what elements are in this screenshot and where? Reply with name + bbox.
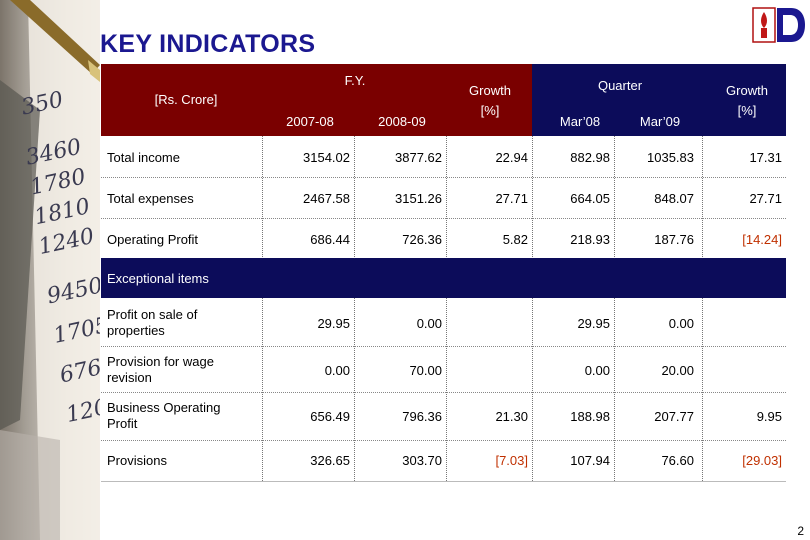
cell-fy0809: 70.00 (409, 363, 442, 378)
decorative-photo-strip: 350 3460 1780 1810 1240 9450 1705 6760 1… (0, 0, 100, 540)
cell-growth-fy: 22.94 (495, 150, 528, 165)
fy-col-2007-08: 2007-08 (286, 114, 334, 129)
cell-fy0809: 303.70 (402, 453, 442, 468)
quarter-col-mar09: Mar’09 (639, 114, 681, 129)
cell-fy0708: 326.65 (310, 453, 350, 468)
quarter-label: Quarter (597, 78, 643, 93)
cell-growth-quarter: [29.03] (742, 453, 782, 468)
row-label-line: Profit (107, 416, 138, 431)
grid-divider (354, 136, 355, 481)
unit-label: [Rs. Crore] (154, 92, 218, 107)
cell-fy0708: 2467.58 (303, 191, 350, 206)
cell-mar09: 207.77 (654, 409, 694, 424)
row-label-provisions: Provisions (107, 453, 167, 468)
growth-fy-unit: [%] (480, 103, 500, 118)
cell-mar09: 0.00 (668, 316, 694, 331)
quarter-header-block (532, 64, 786, 136)
section-band-exceptional-items: Exceptional items (101, 258, 786, 298)
growth-quarter-label: Growth (726, 83, 768, 98)
company-logo (751, 4, 805, 46)
cell-mar09: 1035.83 (647, 150, 694, 165)
row-label-line: properties (107, 323, 165, 338)
calculator-pen-photo: 350 3460 1780 1810 1240 9450 1705 6760 1… (0, 0, 100, 540)
cell-fy0708: 0.00 (324, 363, 350, 378)
cell-mar08: 218.93 (570, 232, 610, 247)
cell-mar08: 29.95 (577, 316, 610, 331)
grid-divider (702, 136, 703, 481)
row-label-line: Business Operating (107, 400, 221, 415)
cell-mar09: 76.60 (661, 453, 694, 468)
cell-fy0809: 0.00 (416, 316, 442, 331)
cell-growth-fy: 5.82 (502, 232, 528, 247)
row-label-provision-wage-revision: Provision for wage revision (107, 354, 214, 386)
growth-quarter-unit: [%] (737, 103, 757, 118)
cell-mar09: 187.76 (654, 232, 694, 247)
cell-fy0809: 726.36 (402, 232, 442, 247)
cell-fy0708: 29.95 (317, 316, 350, 331)
cell-mar08: 664.05 (570, 191, 610, 206)
cell-fy0809: 3151.26 (395, 191, 442, 206)
row-label-line: Profit on sale of (107, 307, 198, 322)
cell-mar08: 0.00 (584, 363, 610, 378)
cell-growth-fy: 21.30 (495, 409, 528, 424)
grid-divider (614, 136, 615, 481)
row-divider (101, 177, 786, 178)
growth-fy-label: Growth (469, 83, 511, 98)
page-title: KEY INDICATORS (100, 30, 316, 58)
row-divider (101, 392, 786, 393)
cell-growth-quarter: [14.24] (742, 232, 782, 247)
cell-fy0708: 656.49 (310, 409, 350, 424)
cell-mar09: 848.07 (654, 191, 694, 206)
grid-divider (446, 136, 447, 481)
row-label-line: revision (107, 370, 152, 385)
section-band-label: Exceptional items (107, 271, 209, 286)
cell-growth-fy: 27.71 (495, 191, 528, 206)
row-label-line: Provision for wage (107, 354, 214, 369)
cell-mar09: 20.00 (661, 363, 694, 378)
cell-mar08: 882.98 (570, 150, 610, 165)
page-number: 2 (797, 524, 804, 538)
cell-mar08: 188.98 (570, 409, 610, 424)
quarter-col-mar08: Mar’08 (559, 114, 601, 129)
cell-growth-quarter: 9.95 (756, 409, 782, 424)
fy-label: F.Y. (344, 73, 366, 88)
cell-fy0809: 796.36 (402, 409, 442, 424)
row-divider (101, 218, 786, 219)
row-label-total-expenses: Total expenses (107, 191, 194, 206)
cell-fy0809: 3877.62 (395, 150, 442, 165)
cell-growth-fy: [7.03] (495, 453, 528, 468)
grid-divider (532, 136, 533, 481)
fy-col-2008-09: 2008-09 (378, 114, 426, 129)
row-divider (101, 346, 786, 347)
cell-growth-quarter: 27.71 (749, 191, 782, 206)
fy-header-block (101, 64, 532, 136)
cell-fy0708: 686.44 (310, 232, 350, 247)
row-label-total-income: Total income (107, 150, 180, 165)
row-label-profit-on-sale: Profit on sale of properties (107, 307, 197, 339)
table-bottom-border (101, 481, 786, 482)
row-label-business-operating-profit: Business Operating Profit (107, 400, 220, 432)
grid-divider (262, 136, 263, 481)
cell-mar08: 107.94 (570, 453, 610, 468)
row-divider (101, 440, 786, 441)
cell-fy0708: 3154.02 (303, 150, 350, 165)
cell-growth-quarter: 17.31 (749, 150, 782, 165)
row-label-operating-profit: Operating Profit (107, 232, 199, 247)
